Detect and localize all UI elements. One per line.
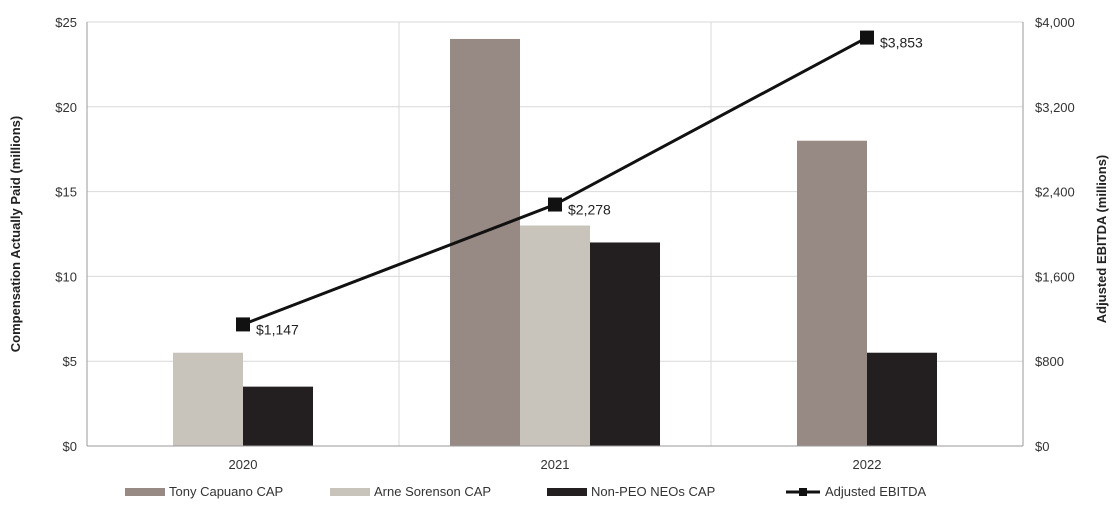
y-tick-label: $0	[63, 439, 77, 454]
bar-non-peo-neos-cap-2021	[590, 242, 660, 446]
ebitda-data-label: $1,147	[256, 321, 299, 337]
legend-label: Tony Capuano CAP	[169, 484, 283, 499]
legend-label: Adjusted EBITDA	[825, 484, 926, 499]
y2-tick-label: $4,000	[1035, 15, 1075, 30]
y2-tick-label: $0	[1035, 439, 1049, 454]
axes: $0 $5 $10 $15 $20 $25 $0 $800 $1,600 $2,400 $3,200…	[8, 15, 1109, 472]
bar-arne-sorenson-cap-2021	[520, 225, 590, 446]
legend-swatch-0	[125, 488, 165, 496]
ebitda-marker-2022	[860, 30, 874, 45]
y2-axis-title: Adjusted EBITDA (millions)	[1094, 155, 1109, 324]
legend-swatch-1	[330, 488, 370, 496]
bars	[173, 38, 937, 447]
ebitda-marker-2020	[236, 317, 250, 332]
y-axis-title: Compensation Actually Paid (millions)	[8, 116, 23, 352]
y2-tick-label: $800	[1035, 354, 1064, 369]
y-tick-label: $20	[55, 100, 77, 115]
x-tick-label: 2022	[853, 457, 882, 472]
y-tick-label: $5	[63, 354, 77, 369]
legend-label: Arne Sorenson CAP	[374, 484, 491, 499]
ebitda-data-label: $2,278	[568, 202, 611, 218]
legend-label: Non-PEO NEOs CAP	[591, 484, 715, 499]
y2-tick-label: $1,600	[1035, 269, 1075, 284]
bar-arne-sorenson-cap-2020	[173, 352, 243, 446]
bar-non-peo-neos-cap-2020	[243, 386, 313, 446]
bar-non-peo-neos-cap-2022	[867, 352, 937, 446]
x-tick-label: 2020	[229, 457, 258, 472]
legend-line-marker	[799, 488, 807, 496]
y-tick-label: $25	[55, 15, 77, 30]
bar-tony-capuano-cap-2022	[797, 140, 867, 446]
ebitda-line: $1,147 $2,278 $3,853	[236, 30, 923, 337]
bar-tony-capuano-cap-2021	[450, 38, 520, 447]
y2-tick-label: $2,400	[1035, 185, 1075, 200]
ebitda-data-label: $3,853	[880, 35, 923, 51]
y-tick-label: $10	[55, 269, 77, 284]
ebitda-marker-2021	[548, 197, 562, 212]
legend: Tony Capuano CAP Arne Sorenson CAP Non-PEO…	[125, 484, 926, 499]
y2-tick-label: $3,200	[1035, 100, 1075, 115]
x-tick-label: 2021	[541, 457, 570, 472]
y-tick-label: $15	[55, 185, 77, 200]
legend-swatch-2	[547, 488, 587, 496]
